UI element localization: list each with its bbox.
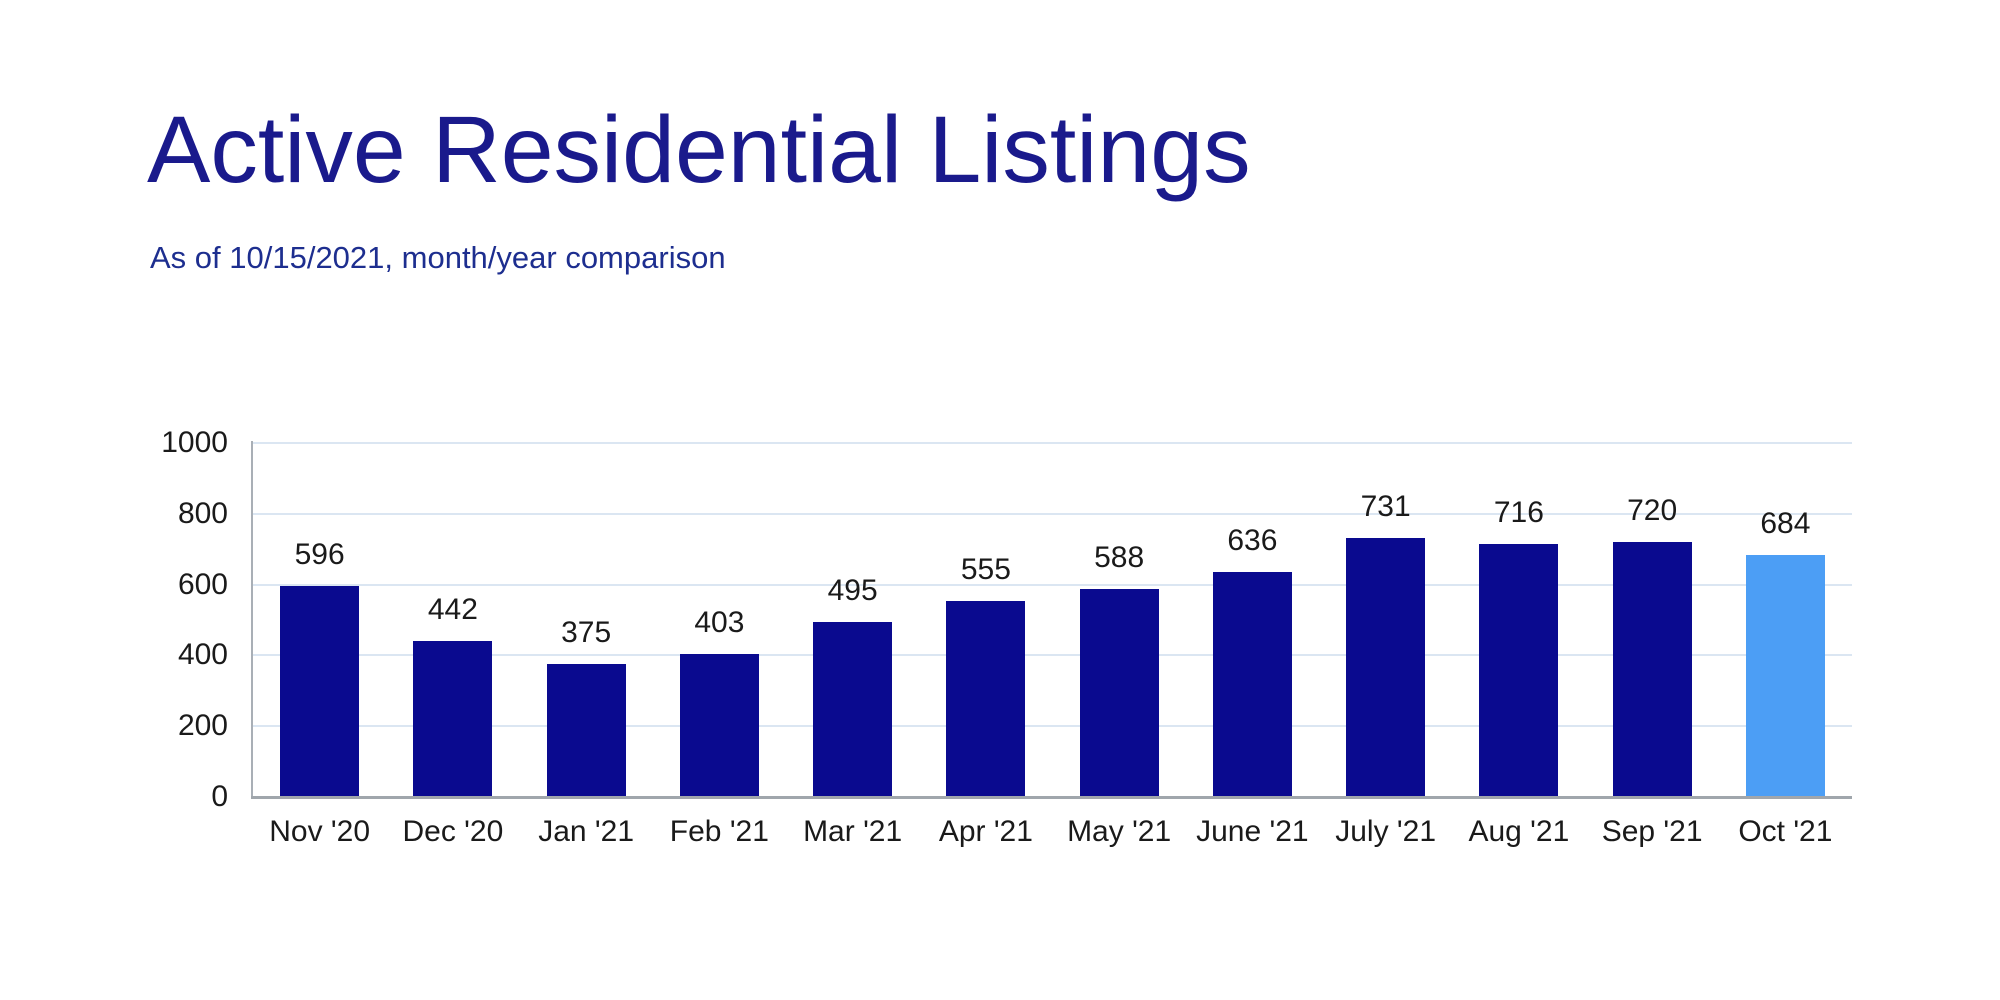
chart-title: Active Residential Listings xyxy=(147,97,1251,203)
y-axis-tick-label: 200 xyxy=(177,709,228,743)
bar-value-label: 588 xyxy=(1094,541,1145,574)
bar-group: 596 xyxy=(253,538,386,797)
x-axis-tick-label: Apr '21 xyxy=(938,815,1033,848)
x-axis-tick-label: Nov '20 xyxy=(269,815,371,848)
bar xyxy=(280,586,360,797)
bar-value-label: 442 xyxy=(427,593,478,626)
bar-value-label: 375 xyxy=(561,616,612,649)
bar-group: 588 xyxy=(1053,541,1186,797)
bar-value-label: 716 xyxy=(1493,496,1544,529)
x-axis-line xyxy=(251,796,1852,799)
bar-value-label: 495 xyxy=(827,574,878,607)
bar-group: 716 xyxy=(1452,496,1585,797)
gridline xyxy=(253,512,1852,515)
x-axis-tick-label: Sep '21 xyxy=(1601,815,1703,848)
bar-value-label: 720 xyxy=(1627,494,1678,527)
bar-group: 555 xyxy=(919,553,1052,797)
x-axis-tick-label: June '21 xyxy=(1196,815,1309,848)
bar-group: 636 xyxy=(1186,524,1319,797)
x-axis-tick-label: Jan '21 xyxy=(538,815,635,848)
y-axis-tick-label: 600 xyxy=(177,567,228,601)
bar-group: 403 xyxy=(653,606,786,797)
x-axis-tick-label: Mar '21 xyxy=(803,815,903,848)
bar-group: 720 xyxy=(1586,494,1719,797)
bar-group: 375 xyxy=(520,616,653,797)
bar xyxy=(679,654,759,797)
bar-value-label: 731 xyxy=(1360,490,1411,523)
bar-group: 495 xyxy=(786,574,919,797)
x-axis-tick-label: July '21 xyxy=(1335,815,1437,848)
y-axis-tick-label: 400 xyxy=(177,638,228,672)
bar-group: 731 xyxy=(1319,490,1452,797)
bar-group: 442 xyxy=(386,593,519,797)
bar xyxy=(1346,538,1426,797)
x-axis-tick-label: Aug '21 xyxy=(1468,815,1570,848)
gridline xyxy=(253,725,1852,728)
bar xyxy=(946,601,1026,797)
bar xyxy=(1079,589,1159,797)
gridline xyxy=(253,654,1852,657)
bar xyxy=(546,664,626,797)
y-axis-tick-label: 0 xyxy=(211,780,228,813)
bar-value-label: 684 xyxy=(1760,507,1811,540)
y-axis-tick-label: 800 xyxy=(177,496,228,530)
x-axis-tick-label: Feb '21 xyxy=(669,815,769,848)
x-axis-tick-label: Dec '20 xyxy=(402,815,504,848)
x-axis-tick-label: Oct '21 xyxy=(1738,815,1833,848)
bar xyxy=(413,641,493,797)
bar-value-label: 403 xyxy=(694,606,745,639)
bar-value-label: 555 xyxy=(960,553,1011,586)
bar-group: 684 xyxy=(1719,507,1852,797)
bar xyxy=(1212,572,1292,797)
chart-subtitle: As of 10/15/2021, month/year comparison xyxy=(150,240,726,275)
bar-value-label: 636 xyxy=(1227,524,1278,557)
bar xyxy=(813,622,893,797)
bar-highlighted xyxy=(1745,555,1825,797)
bar-value-label: 596 xyxy=(294,538,345,571)
x-axis-tick-label: May '21 xyxy=(1067,815,1172,848)
bar xyxy=(1612,542,1692,797)
y-axis-tick-label: 1000 xyxy=(161,426,228,459)
gridline xyxy=(253,442,1852,444)
bar xyxy=(1479,544,1559,797)
y-axis-line xyxy=(251,441,253,798)
gridline xyxy=(253,583,1852,586)
